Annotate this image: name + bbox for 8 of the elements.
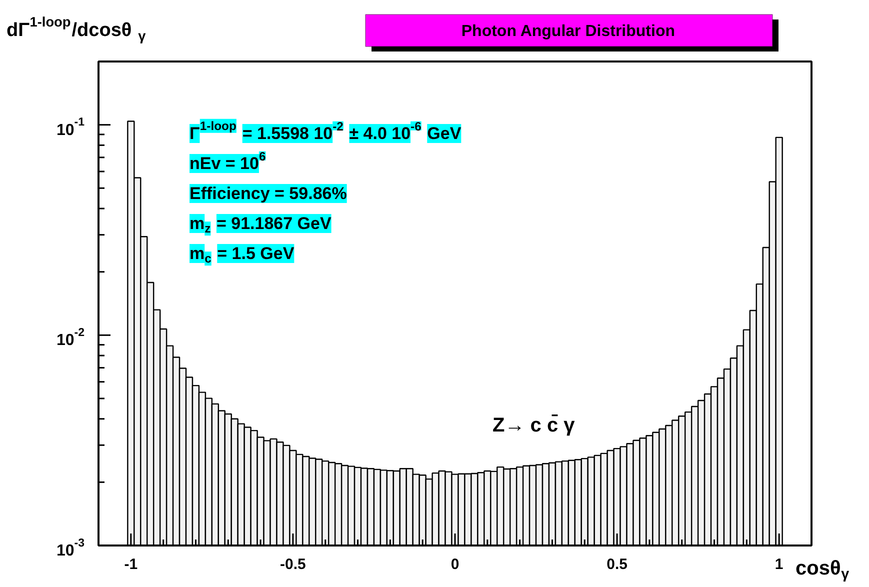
annotation: Efficiency = 59.86% — [190, 184, 347, 203]
annotation: Z→ c c̄ γ — [492, 414, 576, 436]
x-tick-label: -0.5 — [280, 556, 306, 573]
x-tick-label: -1 — [124, 556, 138, 573]
x-tick-label: 0 — [450, 556, 460, 573]
chart-title: Photon Angular Distribution — [461, 23, 675, 40]
x-tick-label: 1 — [774, 556, 784, 573]
x-tick-label: 0.5 — [606, 556, 628, 573]
